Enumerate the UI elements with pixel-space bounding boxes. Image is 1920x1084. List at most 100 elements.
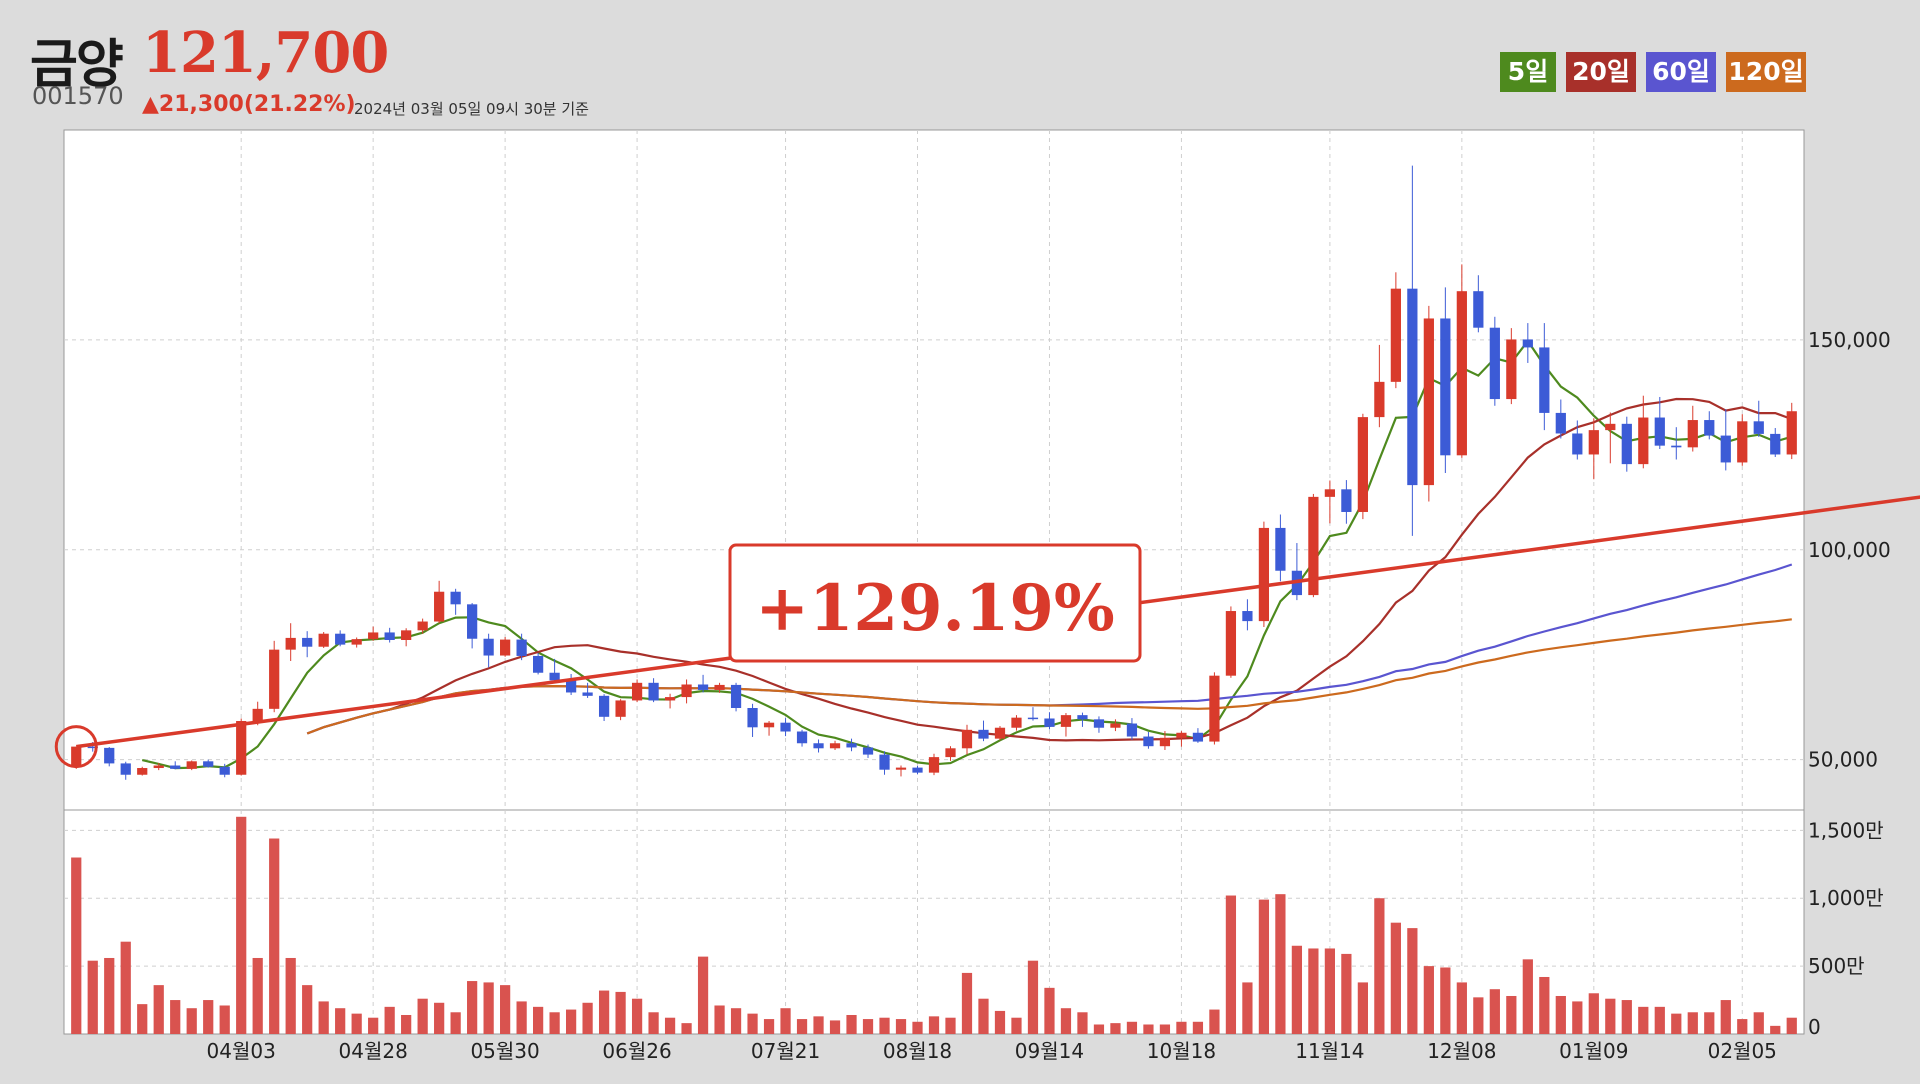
volume-bar bbox=[879, 1017, 890, 1034]
volume-bar bbox=[961, 972, 973, 1034]
volume-bar bbox=[714, 1005, 725, 1034]
volume-bar bbox=[1374, 898, 1385, 1034]
ma-line-5 bbox=[141, 339, 1793, 770]
volume-bar bbox=[1225, 895, 1237, 1034]
candle-body bbox=[1093, 719, 1105, 728]
volume-bar bbox=[1357, 982, 1368, 1034]
volume-bar bbox=[203, 1000, 214, 1034]
candle-body bbox=[104, 747, 115, 764]
candle-body bbox=[796, 731, 808, 744]
volume-bar bbox=[796, 1019, 808, 1034]
volume-bar bbox=[747, 1013, 758, 1034]
volume-bars bbox=[71, 816, 1797, 1034]
candle-body bbox=[285, 637, 296, 650]
volume-bar bbox=[1737, 1019, 1748, 1034]
candle-body bbox=[1176, 732, 1187, 738]
candle-body bbox=[252, 708, 263, 722]
x-tick-label: 04월03 bbox=[207, 1039, 276, 1063]
volume-bar bbox=[1506, 995, 1517, 1034]
volume-bar bbox=[697, 956, 709, 1034]
candle-body bbox=[1737, 421, 1748, 463]
volume-bar bbox=[565, 1009, 577, 1034]
volume-bar bbox=[1159, 1024, 1171, 1034]
x-tick-label: 09월14 bbox=[1015, 1039, 1084, 1063]
volume-bar bbox=[1275, 894, 1286, 1034]
volume-bar bbox=[104, 957, 115, 1034]
volume-bar bbox=[1522, 959, 1533, 1034]
candle-body bbox=[269, 649, 280, 709]
candle-body bbox=[401, 630, 412, 640]
volume-bar bbox=[780, 1008, 791, 1034]
volume-bar bbox=[1291, 945, 1303, 1034]
price-tick-label: 100,000 bbox=[1808, 538, 1891, 562]
candle-body bbox=[978, 729, 989, 739]
candle-body bbox=[1753, 421, 1764, 434]
volume-tick-label: 1,500만 bbox=[1808, 818, 1884, 842]
x-tick-label: 05월30 bbox=[470, 1039, 539, 1063]
candle-body bbox=[1473, 291, 1484, 328]
volume-bar bbox=[236, 816, 247, 1034]
x-tick-label: 08월18 bbox=[883, 1039, 952, 1063]
candle-body bbox=[582, 692, 593, 696]
volume-bar bbox=[170, 1000, 181, 1034]
volume-bar bbox=[1110, 1023, 1121, 1034]
candle-body bbox=[1539, 347, 1550, 413]
volume-bar bbox=[219, 1005, 230, 1034]
legend-ma60[interactable]: 60일 bbox=[1646, 52, 1716, 92]
volume-bar bbox=[368, 1017, 379, 1034]
x-tick-label: 06월26 bbox=[602, 1039, 671, 1063]
volume-bar bbox=[1704, 1012, 1715, 1034]
candle-body bbox=[1159, 737, 1171, 747]
candle-body bbox=[565, 680, 577, 693]
volume-bar bbox=[483, 982, 494, 1034]
volume-bar bbox=[1671, 1013, 1682, 1034]
x-tick-label: 01월09 bbox=[1559, 1039, 1628, 1063]
volume-bar bbox=[153, 985, 164, 1034]
candle-body bbox=[1407, 288, 1418, 486]
candle-body bbox=[681, 684, 692, 698]
volume-bar bbox=[1621, 1000, 1632, 1034]
volume-bar bbox=[1341, 953, 1352, 1034]
timestamp: 2024년 03월 05일 09시 30분 기준 bbox=[354, 100, 589, 118]
volume-bar bbox=[549, 1012, 560, 1034]
candle-body bbox=[1671, 445, 1682, 448]
candle-body bbox=[648, 682, 659, 701]
candle-body bbox=[1720, 435, 1731, 463]
volume-bar bbox=[829, 1020, 841, 1034]
candle-body bbox=[895, 767, 907, 770]
candle-body bbox=[1588, 430, 1599, 455]
legend-ma5[interactable]: 5일 bbox=[1500, 52, 1556, 92]
candle-body bbox=[1225, 611, 1237, 676]
volume-tick-label: 1,000만 bbox=[1808, 886, 1884, 910]
volume-bar bbox=[1126, 1021, 1138, 1034]
volume-bar bbox=[1555, 995, 1566, 1034]
candle-body bbox=[71, 746, 82, 768]
candle-body bbox=[1456, 291, 1467, 456]
volume-bar bbox=[582, 1002, 593, 1034]
candle-body bbox=[219, 766, 230, 775]
stock-code: 001570 bbox=[32, 82, 124, 110]
candle-body bbox=[1011, 717, 1022, 728]
x-tick-label: 02월05 bbox=[1708, 1039, 1777, 1063]
volume-bar bbox=[1011, 1017, 1022, 1034]
price-tick-label: 50,000 bbox=[1808, 748, 1878, 772]
price-change: ▲21,300(21.22%) bbox=[142, 92, 356, 117]
volume-tick-label: 0 bbox=[1808, 1015, 1821, 1039]
volume-bar bbox=[1027, 960, 1039, 1034]
annotation-box bbox=[728, 543, 1142, 663]
legend-ma20[interactable]: 20일 bbox=[1566, 52, 1636, 92]
volume-bar bbox=[615, 991, 626, 1034]
volume-bar bbox=[648, 1012, 659, 1034]
candle-body bbox=[137, 768, 148, 775]
candle-body bbox=[1770, 433, 1781, 455]
candle-body bbox=[483, 638, 494, 656]
candle-body bbox=[813, 743, 824, 749]
candle-body bbox=[1704, 420, 1715, 436]
volume-bar bbox=[1407, 928, 1418, 1034]
candle-body bbox=[1209, 675, 1220, 742]
candle-body bbox=[862, 747, 874, 755]
volume-bar bbox=[87, 960, 98, 1034]
volume-bar bbox=[681, 1023, 692, 1034]
volume-bar bbox=[1687, 1012, 1698, 1034]
legend-ma120[interactable]: 120일 bbox=[1726, 52, 1806, 92]
